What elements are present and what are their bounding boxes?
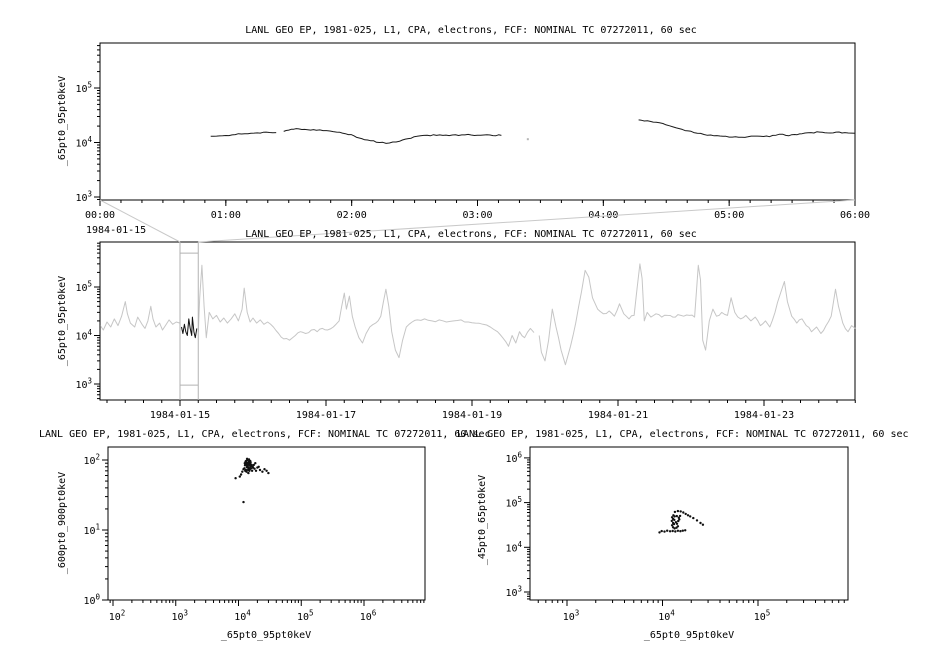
svg-text:102: 102 [83,453,100,468]
panel-bottom-left-title: LANL GEO EP, 1981-025, L1, CPA, electron… [39,429,491,440]
panel-middle-title: LANL GEO EP, 1981-025, L1, CPA, electron… [245,229,697,240]
svg-text:1984-01-19: 1984-01-19 [442,410,502,421]
svg-text:102: 102 [109,609,126,624]
svg-text:03:00: 03:00 [462,210,492,221]
svg-text:105: 105 [505,495,522,510]
svg-text:103: 103 [505,585,522,600]
svg-text:01:00: 01:00 [211,210,241,221]
panel-bottom-right-xlabel: _65pt0_95pt0keV [643,630,735,641]
svg-text:1984-01-23: 1984-01-23 [734,410,794,421]
svg-text:104: 104 [505,540,522,555]
svg-text:104: 104 [658,609,675,624]
svg-text:04:00: 04:00 [588,210,618,221]
start-date-label: 1984-01-15 [86,225,147,236]
svg-text:100: 100 [83,593,100,608]
panel-middle-ylabel: _65pt0_95pt0keV [57,275,68,367]
svg-text:106: 106 [360,609,377,624]
panel-top-ylabel: _65pt0_95pt0keV [57,75,68,167]
svg-text:103: 103 [75,377,92,392]
svg-text:105: 105 [75,81,92,96]
panel-bottom-left-ylabel: _600pt0_900pt0keV [57,471,68,575]
svg-text:1984-01-17: 1984-01-17 [296,410,356,421]
svg-text:105: 105 [75,280,92,295]
panel-bottom-right-title: LANL GEO EP, 1981-025, L1, CPA, electron… [457,429,909,440]
svg-text:02:00: 02:00 [337,210,367,221]
svg-text:103: 103 [563,609,580,624]
svg-text:104: 104 [234,609,251,624]
svg-text:104: 104 [75,135,92,150]
svg-text:06:00: 06:00 [840,210,870,221]
svg-text:1984-01-15: 1984-01-15 [150,410,210,421]
svg-text:105: 105 [754,609,771,624]
svg-text:103: 103 [171,609,188,624]
svg-text:103: 103 [75,190,92,205]
svg-text:05:00: 05:00 [714,210,744,221]
svg-text:104: 104 [75,328,92,343]
svg-text:101: 101 [83,523,100,538]
panel-bottom-right-ylabel: _45pt0_65pt0keV [477,474,488,566]
svg-text:00:00: 00:00 [85,210,115,221]
svg-text:106: 106 [505,450,522,465]
svg-text:105: 105 [297,609,314,624]
panel-top-title: LANL GEO EP, 1981-025, L1, CPA, electron… [245,25,697,36]
svg-text:1984-01-21: 1984-01-21 [588,410,648,421]
panel-bottom-left-xlabel: _65pt0_95pt0keV [220,630,312,641]
